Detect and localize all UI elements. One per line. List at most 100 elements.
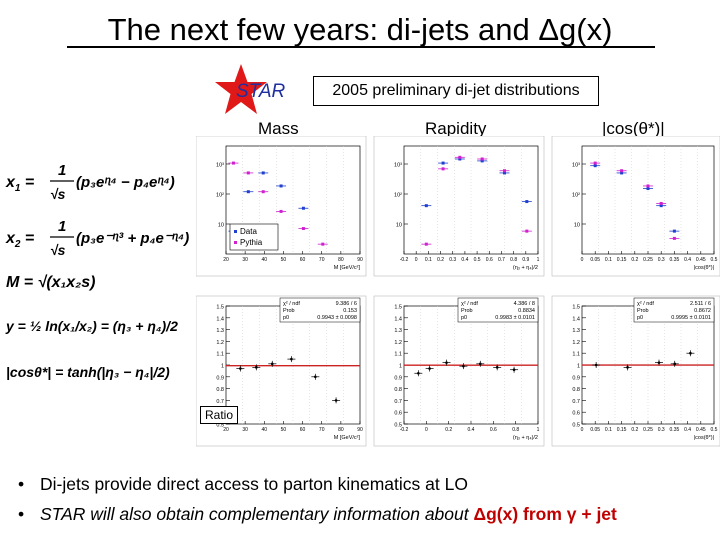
bullet-2-prefix: STAR will also obtain complementary info… xyxy=(40,504,474,524)
cos-ratio-stats-box: χ² / ndf 2.511 / 6 Prob 0.8672 p0 0.9995 ± 0.… xyxy=(633,297,715,323)
cos-ratio-stat-name: Prob xyxy=(637,308,649,314)
mass-distribution-xtick-label: 90 xyxy=(357,257,363,263)
cos-ratio-stat-value: 0.8672 xyxy=(694,308,711,314)
cos-distribution-data-point xyxy=(672,229,676,233)
cos-ratio-stat-name: p0 xyxy=(637,315,643,321)
bullet-1-text: Di-jets provide direct access to parton … xyxy=(40,474,468,494)
mass-ratio-xtick-label: 30 xyxy=(242,427,248,433)
cos-distribution-data-point xyxy=(593,164,597,168)
mass-distribution-pythia-point xyxy=(301,227,305,231)
mass-distribution-ytick-label: 10 xyxy=(218,223,224,229)
cos-ratio-ytick-label: 0.5 xyxy=(572,423,580,429)
cos-ratio-xtick-label: 0.15 xyxy=(617,427,627,433)
mass-ratio-stats-frame xyxy=(279,297,361,323)
mass-distribution-xtick-label: 60 xyxy=(300,257,306,263)
rapidity-distribution-xtick-label: -0.2 xyxy=(400,257,409,263)
rapidity-distribution-pythia-point xyxy=(424,242,428,246)
cos-distribution-xtick-label: 0.4 xyxy=(684,257,691,263)
cos-ratio-xlabel: |cos(θ*)| xyxy=(694,435,714,441)
mass-ratio-xtick-label: 60 xyxy=(300,427,306,433)
rapidity-distribution-xtick-label: 0.3 xyxy=(449,257,456,263)
column-header-mass: Mass xyxy=(258,119,299,138)
formula-x2-num: 1 xyxy=(58,218,66,235)
formula-x1-den: √s xyxy=(50,186,66,202)
rapidity-ratio-stat-name: p0 xyxy=(461,315,467,321)
formula-x2-lhs: x2 = xyxy=(5,230,34,250)
mass-distribution-pythia-point xyxy=(231,161,235,165)
cos-ratio-ytick-label: 1.1 xyxy=(572,352,580,358)
mass-ratio-ytick-label: 1.1 xyxy=(216,352,224,358)
cos-distribution-xtick-label: 0.05 xyxy=(590,257,600,263)
cos-distribution-data-point xyxy=(620,171,624,175)
rapidity-ratio-stat-value: 0.8834 xyxy=(518,308,535,314)
rapidity-ratio-ratio-point xyxy=(478,362,482,366)
bullet-2-accent-dg: Δg(x) xyxy=(473,504,519,524)
cos-ratio-ytick-label: 1.3 xyxy=(572,328,580,334)
kinematics-formulas: x1 = 1 √s (p₃eᶯ⁴ − p₄eᶯ⁴) x2 = 1 √s (p₃e… xyxy=(5,162,189,380)
cos-ratio-xtick-label: 0.4 xyxy=(684,427,691,433)
mass-distribution-data-point xyxy=(279,184,283,188)
rapidity-ratio-xtick-label: 0 xyxy=(425,427,428,433)
mass-ratio-ytick-label: 1.4 xyxy=(216,316,224,322)
rapidity-distribution-xtick-label: 0.1 xyxy=(425,257,432,263)
star-label: STAR xyxy=(236,81,286,102)
rapidity-distribution-data-point xyxy=(503,171,506,175)
formula-x2-terms: (p₃e⁻ᶯ³ + p₄e⁻ᶯ⁴) xyxy=(76,230,189,247)
formula-cos: |cosθ*| = tanh(|η₃ − η₄|/2) xyxy=(6,364,170,380)
rapidity-distribution-xtick-label: 0.8 xyxy=(510,257,517,263)
bullet-dot: • xyxy=(18,474,25,494)
mass-ratio-xtick-label: 40 xyxy=(262,427,268,433)
mass-distribution-xtick-label: 70 xyxy=(319,257,325,263)
rapidity-distribution-ytick-label: 10 xyxy=(396,223,402,229)
rapidity-ratio-ytick-label: 1 xyxy=(399,364,402,370)
cos-ratio-ratio-point xyxy=(673,362,677,366)
cos-distribution-ytick-label: 10² xyxy=(572,193,580,199)
mass-ratio-stat-value: 9.386 / 6 xyxy=(336,301,357,307)
mass-ratio-xtick-label: 70 xyxy=(319,427,325,433)
mass-distribution-legend-box xyxy=(229,223,279,251)
cos-distribution-xtick-label: 0.25 xyxy=(643,257,653,263)
cos-ratio-stats-frame xyxy=(633,297,715,323)
cos-distribution-xtick-label: 0.35 xyxy=(670,257,680,263)
cos-ratio-stat-value: 0.9995 ± 0.0101 xyxy=(671,315,711,321)
rapidity-ratio-ytick-label: 1.5 xyxy=(394,305,402,311)
formula-x1-terms: (p₃eᶯ⁴ − p₄eᶯ⁴) xyxy=(76,174,175,191)
rapidity-ratio-xtick-label: 0.6 xyxy=(490,427,497,433)
cos-ratio-ratio-point xyxy=(594,363,598,367)
formula-x1-num: 1 xyxy=(58,162,66,179)
rapidity-distribution-ytick-label: 10² xyxy=(394,193,402,199)
rapidity-distribution-data-point xyxy=(424,204,428,208)
rapidity-ratio-ratio-point xyxy=(428,367,431,370)
formula-x2-den: √s xyxy=(50,242,66,258)
rapidity-distribution-pythia-point xyxy=(458,155,462,159)
cos-distribution-pythia-point xyxy=(659,201,663,205)
mass-distribution-xtick-label: 80 xyxy=(338,257,344,263)
rapidity-ratio-xtick-label: 0.2 xyxy=(445,427,452,433)
rapidity-ratio-xtick-label: 1 xyxy=(537,427,540,433)
cos-distribution-pythia-point xyxy=(593,161,597,165)
cos-distribution-xtick-label: 0.5 xyxy=(711,257,718,263)
rapidity-distribution-data-point xyxy=(525,200,529,204)
mass-distribution-pythia-point xyxy=(321,242,325,246)
slide-title: The next few years: di-jets and Δg(x) xyxy=(107,12,613,47)
rapidity-distribution-xlabel: (η₃ + η₄)/2 xyxy=(513,265,538,271)
cos-distribution-data-point xyxy=(646,187,650,191)
mass-distribution-xtick-label: 50 xyxy=(281,257,287,263)
mass-distribution-pythia-point xyxy=(246,171,250,175)
column-header-rapidity: Rapidity xyxy=(425,119,487,138)
cos-ratio-xtick-label: 0.5 xyxy=(711,427,718,433)
mass-distribution-data-point xyxy=(301,206,305,210)
cos-ratio-ytick-label: 0.6 xyxy=(572,411,580,417)
cos-distribution-xtick-label: 0.45 xyxy=(696,257,706,263)
mass-ratio-ytick-label: 1 xyxy=(221,364,224,370)
formula-m: M = √(x₁x₂s) xyxy=(6,274,95,291)
rapidity-distribution-xtick-label: 0 xyxy=(415,257,418,263)
rapidity-ratio-stat-name: χ² / ndf xyxy=(461,301,478,307)
rapidity-ratio-ytick-label: 0.9 xyxy=(394,375,402,381)
preliminary-label: 2005 preliminary di-jet distributions xyxy=(313,76,599,106)
rapidity-ratio-ratio-point xyxy=(445,361,448,364)
mass-ratio-ytick-label: 1.5 xyxy=(216,305,224,311)
mass-ratio-ytick-label: 0.7 xyxy=(216,399,224,405)
mass-ratio-ytick-label: 1.3 xyxy=(216,328,224,334)
rapidity-ratio-stat-name: Prob xyxy=(461,308,473,314)
